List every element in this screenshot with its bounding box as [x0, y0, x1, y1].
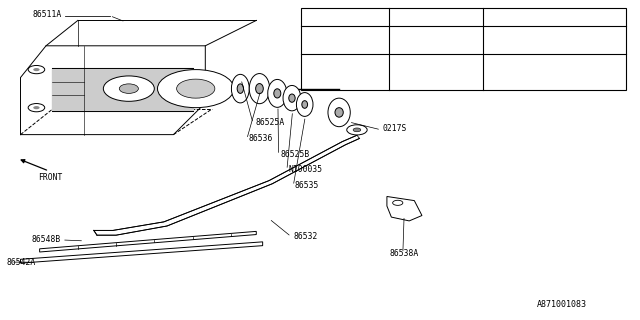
Circle shape — [347, 125, 367, 135]
Circle shape — [28, 104, 45, 112]
Text: (Those with a stamp): (Those with a stamp) — [486, 39, 579, 48]
Circle shape — [157, 69, 234, 108]
Text: MANUFACTURER: MANUFACTURER — [486, 12, 541, 21]
Circle shape — [353, 128, 361, 132]
Text: 0217S: 0217S — [383, 124, 407, 133]
Ellipse shape — [274, 89, 281, 98]
Ellipse shape — [268, 79, 287, 107]
Text: 86535: 86535 — [294, 181, 319, 190]
Polygon shape — [387, 196, 422, 221]
Text: 86525A: 86525A — [255, 118, 284, 127]
Text: 86548B: 86548B — [304, 68, 332, 76]
Text: 86525B: 86525B — [280, 150, 310, 159]
Polygon shape — [94, 135, 360, 235]
Ellipse shape — [232, 74, 249, 103]
Circle shape — [393, 200, 403, 205]
Text: 86548FC020: 86548FC020 — [392, 63, 438, 72]
Circle shape — [33, 106, 40, 109]
Circle shape — [103, 76, 154, 101]
Text: N100035: N100035 — [288, 165, 323, 174]
Polygon shape — [20, 242, 262, 263]
Text: (Stamp nothing or: (Stamp nothing or — [486, 63, 564, 72]
Text: 86548B: 86548B — [31, 235, 61, 244]
Text: PART CODE: PART CODE — [304, 12, 346, 21]
Text: 86511A: 86511A — [33, 10, 62, 19]
Text: FRONT: FRONT — [38, 173, 63, 182]
Text: 86548AE030: 86548AE030 — [392, 34, 438, 43]
Text: ANCO: ANCO — [486, 28, 504, 37]
Text: 86538A: 86538A — [390, 249, 419, 258]
Text: A871001083: A871001083 — [537, 300, 587, 309]
Circle shape — [33, 68, 40, 71]
Ellipse shape — [249, 74, 269, 104]
Text: 86542A: 86542A — [6, 258, 36, 267]
Text: 86532: 86532 — [293, 232, 317, 241]
Text: Those with a stamp): Those with a stamp) — [486, 75, 574, 84]
Ellipse shape — [302, 101, 308, 108]
Ellipse shape — [237, 84, 244, 93]
Ellipse shape — [283, 85, 301, 111]
Circle shape — [177, 79, 215, 98]
Ellipse shape — [335, 108, 343, 117]
Ellipse shape — [255, 84, 263, 94]
Text: 86536: 86536 — [248, 134, 273, 143]
Text: NWB: NWB — [486, 53, 500, 62]
Ellipse shape — [289, 94, 295, 102]
Polygon shape — [20, 46, 205, 135]
Text: PART NUMBER: PART NUMBER — [392, 12, 443, 21]
Circle shape — [28, 66, 45, 74]
Bar — [301, 8, 626, 90]
Ellipse shape — [328, 98, 350, 127]
Polygon shape — [40, 231, 256, 252]
Circle shape — [119, 84, 138, 93]
Ellipse shape — [296, 92, 313, 116]
